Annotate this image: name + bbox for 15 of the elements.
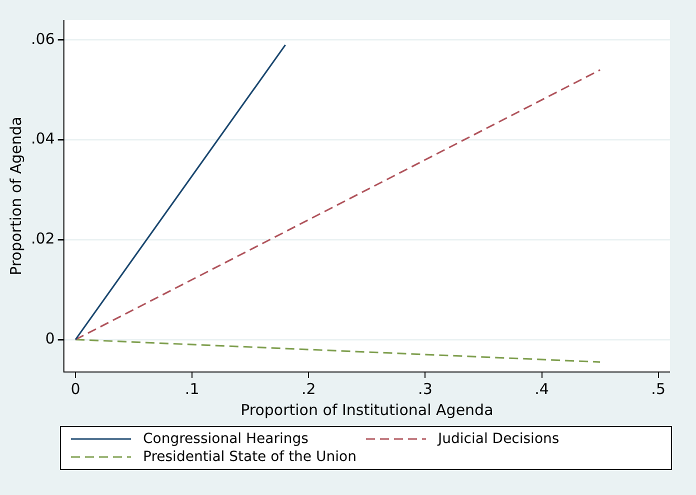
legend-label: Congressional Hearings — [143, 431, 308, 447]
x-tick-label: .2 — [301, 380, 316, 398]
x-tick-label: .5 — [651, 380, 666, 398]
y-axis-title: Proportion of Agenda — [6, 116, 25, 276]
x-axis-title: Proportion of Institutional Agenda — [240, 400, 494, 419]
x-tick-label: .1 — [184, 380, 200, 398]
legend-label: Presidential State of the Union — [143, 449, 356, 465]
x-tick-label: 0 — [70, 380, 80, 398]
y-tick-label: .04 — [30, 130, 55, 148]
x-tick-label: .4 — [534, 380, 549, 398]
y-tick-label: .06 — [30, 30, 55, 48]
x-tick-label: .3 — [418, 380, 432, 398]
legend-label: Judicial Decisions — [438, 431, 560, 447]
y-tick-label: 0 — [45, 329, 55, 348]
y-tick-label: .02 — [30, 230, 55, 248]
